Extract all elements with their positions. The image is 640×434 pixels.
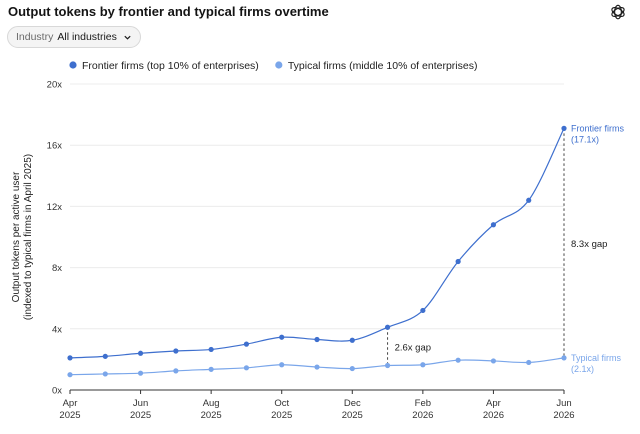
data-point [102, 353, 108, 359]
data-point [561, 355, 567, 361]
data-point [455, 258, 461, 265]
data-point [137, 370, 144, 376]
legend-marker [69, 61, 77, 69]
data-point [243, 365, 250, 371]
x-tick-label: 2026 [412, 410, 433, 421]
series-end-value: (17.1x) [571, 134, 599, 144]
series-end-label: Frontier firms [571, 123, 625, 133]
legend-marker [275, 61, 283, 69]
y-axis-label: (indexed to typical firms in April 2025) [23, 154, 34, 320]
data-point [67, 372, 73, 378]
y-tick-label: 8x [52, 263, 62, 274]
data-point [279, 334, 285, 340]
series-end-label: Typical firms [571, 353, 622, 363]
data-point [455, 357, 461, 363]
data-point [137, 350, 144, 356]
data-point [208, 366, 214, 372]
legend-label: Typical firms (middle 10% of enterprises… [288, 60, 478, 72]
x-tick-label: 2025 [59, 410, 80, 421]
industry-filter-dropdown[interactable]: Industry All industries [7, 26, 141, 48]
x-tick-label: 2025 [130, 410, 151, 421]
data-point [526, 197, 532, 203]
x-tick-label: Oct [274, 398, 289, 409]
gap-annotation-label: 8.3x gap [571, 239, 607, 250]
y-axis-label: Output tokens per active user [11, 171, 22, 302]
data-point [173, 348, 179, 354]
data-point [243, 341, 250, 347]
data-point [314, 336, 320, 343]
x-tick-label: Aug [203, 398, 220, 409]
x-tick-label: 2025 [201, 410, 222, 421]
data-point [208, 346, 214, 353]
data-point [349, 365, 355, 372]
openai-logo-icon [611, 4, 625, 20]
gap-annotation-label: 2.6x gap [395, 342, 431, 353]
chart-title: Output tokens by frontier and typical fi… [8, 4, 329, 19]
x-tick-label: Jun [133, 398, 148, 409]
data-point [526, 359, 532, 366]
x-tick-label: Feb [415, 398, 431, 409]
data-point [490, 222, 497, 228]
industry-filter-value: All industries [57, 31, 117, 43]
data-point [314, 364, 320, 370]
data-point [173, 368, 179, 374]
chevron-down-icon [124, 35, 131, 40]
series-line [69, 128, 565, 359]
data-point [561, 125, 567, 131]
x-tick-label: 2025 [342, 410, 363, 421]
x-tick-label: Jun [556, 398, 571, 409]
y-tick-label: 16x [47, 141, 63, 152]
data-point [279, 362, 285, 368]
data-point [384, 324, 391, 330]
y-tick-label: 20x [47, 80, 63, 91]
x-tick-label: Apr [486, 398, 501, 409]
data-point [420, 362, 426, 368]
legend-label: Frontier firms (top 10% of enterprises) [82, 60, 259, 72]
data-point [349, 337, 355, 343]
data-point [67, 355, 73, 361]
x-tick-label: 2025 [271, 410, 292, 421]
x-tick-label: 2026 [553, 410, 574, 421]
series-end-value: (2.1x) [571, 364, 594, 374]
y-tick-label: 0x [52, 386, 62, 397]
data-point [102, 371, 108, 377]
x-tick-label: 2026 [483, 410, 504, 421]
y-tick-label: 12x [47, 202, 63, 213]
x-tick-label: Apr [63, 398, 78, 409]
data-point [490, 358, 497, 364]
data-point [384, 362, 391, 369]
industry-filter-label: Industry [16, 31, 54, 43]
data-point [420, 307, 426, 314]
y-tick-label: 4x [52, 324, 62, 335]
x-tick-label: Dec [344, 398, 361, 409]
